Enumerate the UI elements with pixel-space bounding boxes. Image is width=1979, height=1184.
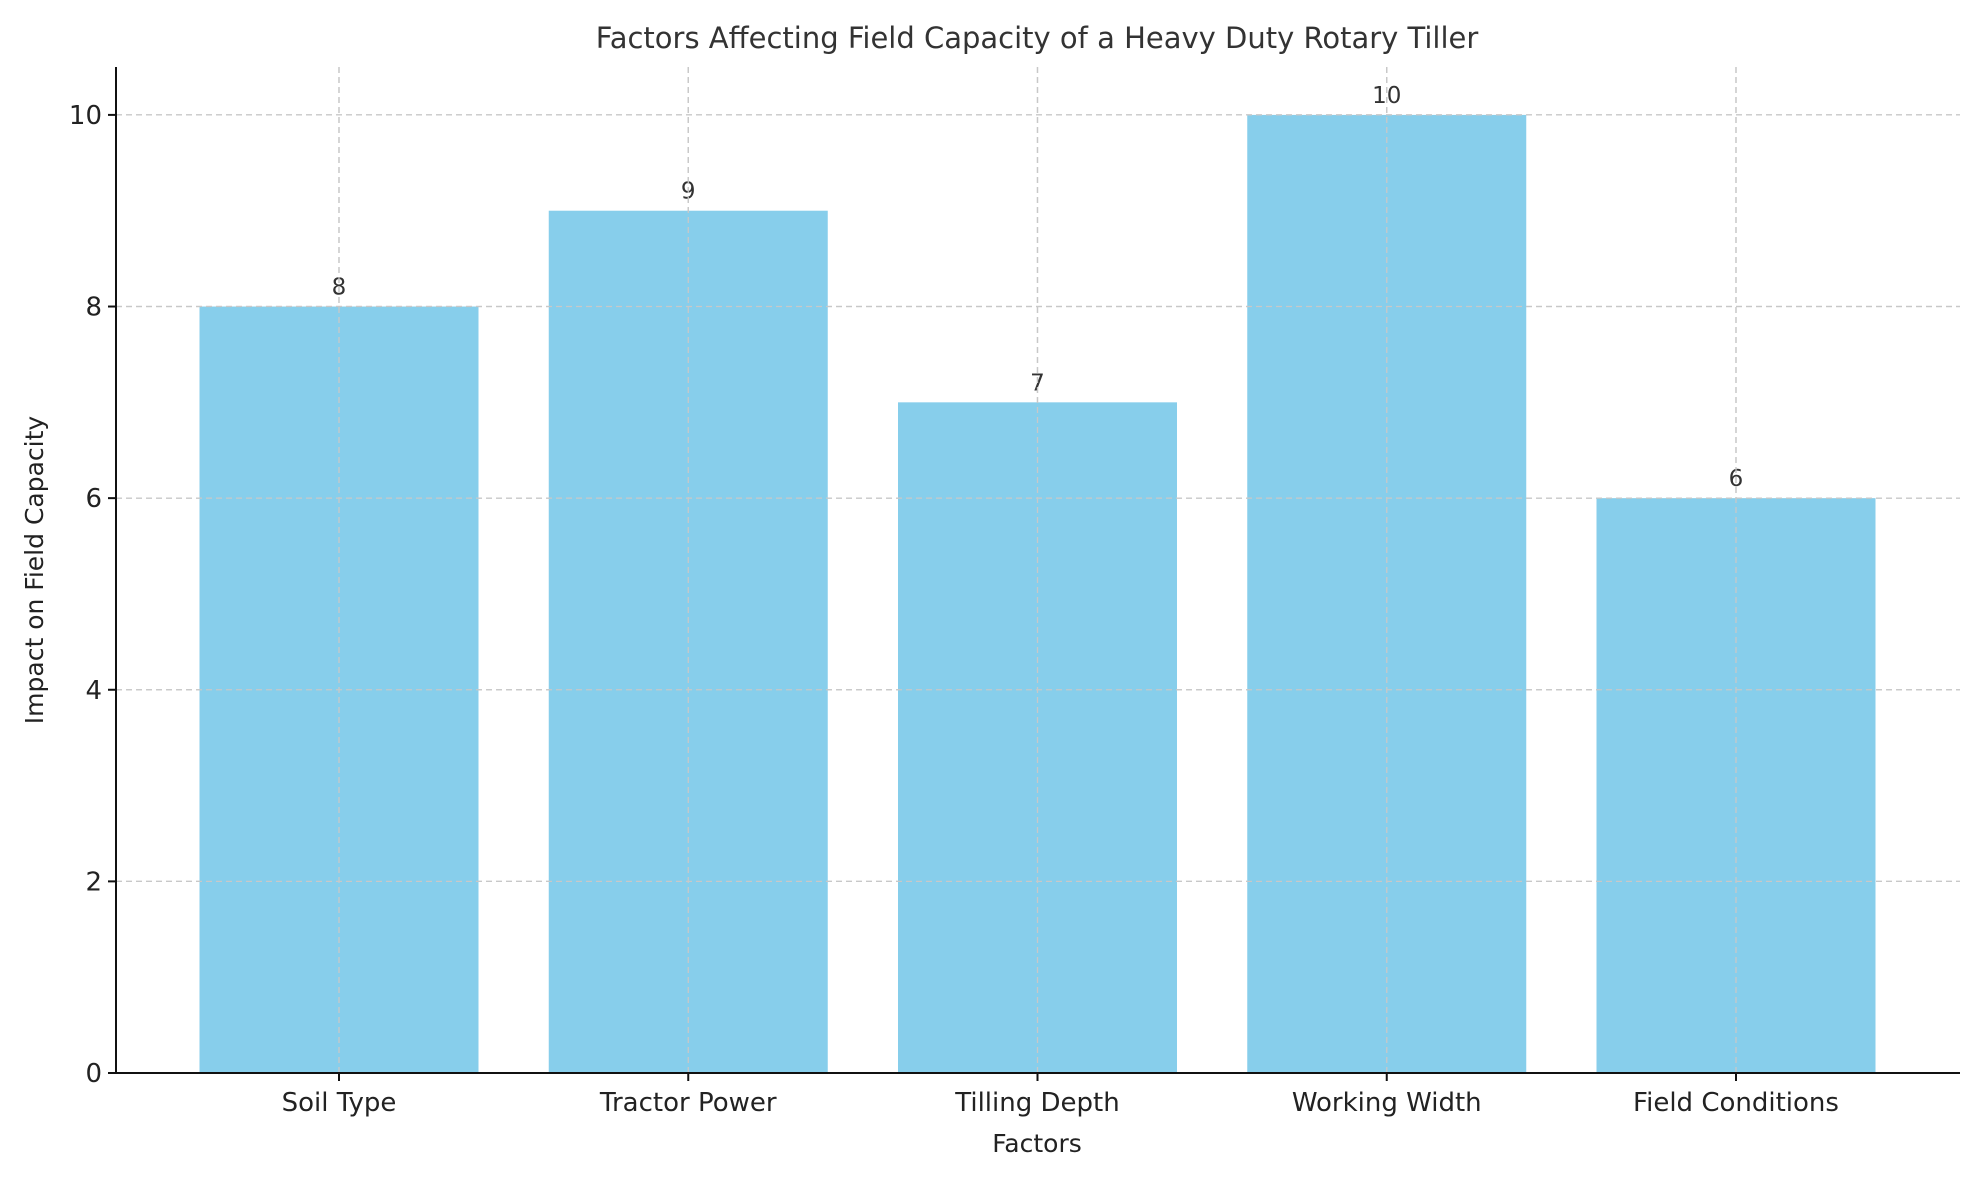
x-axis-label: Factors: [992, 1129, 1082, 1158]
y-tick-label: 0: [85, 1059, 102, 1089]
chart-title: Factors Affecting Field Capacity of a He…: [596, 21, 1479, 55]
data-label: 7: [1030, 370, 1045, 396]
data-label: 10: [1372, 83, 1401, 109]
x-tick-label: Field Conditions: [1633, 1088, 1839, 1118]
y-axis-label: Impact on Field Capacity: [20, 416, 49, 725]
y-tick-label: 2: [85, 867, 102, 897]
x-tick-label: Working Width: [1292, 1088, 1482, 1118]
y-tick-label: 8: [85, 293, 102, 323]
x-tick-label: Tilling Depth: [954, 1088, 1119, 1118]
y-tick-label: 6: [85, 484, 102, 514]
x-tick-label: Tractor Power: [599, 1088, 777, 1118]
bar: [1596, 498, 1876, 1074]
x-tick-label: Soil Type: [282, 1088, 397, 1118]
bar: [1247, 114, 1527, 1073]
y-tick-label: 4: [85, 676, 102, 706]
y-tick-label: 10: [69, 101, 102, 131]
